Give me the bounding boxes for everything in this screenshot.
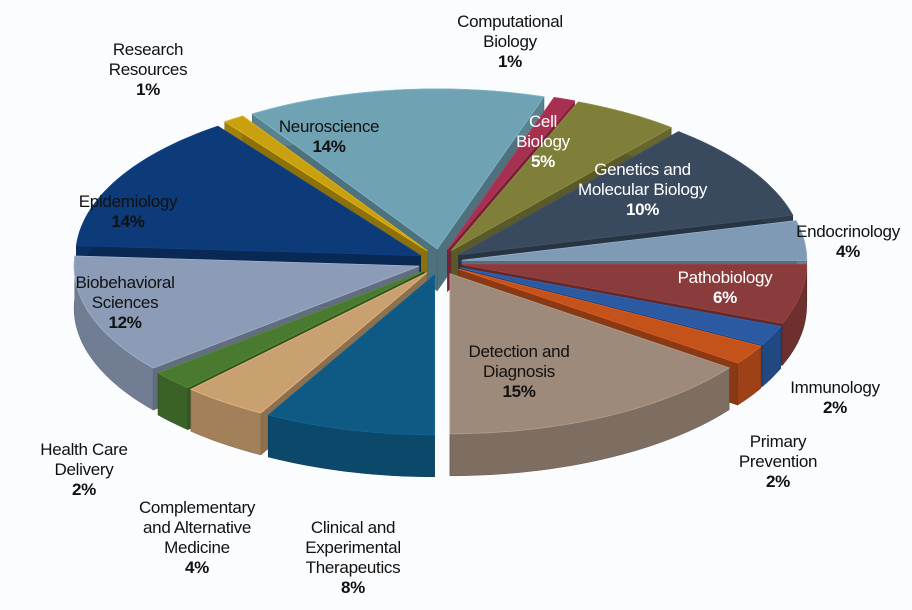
slice <box>73 255 420 369</box>
value-label: 2% <box>766 472 790 491</box>
slice-label: Detection and Diagnosis 15% <box>454 342 584 402</box>
slice <box>251 88 545 250</box>
slice-label: Health Care Delivery 2% <box>29 440 139 500</box>
value-label: 1% <box>136 80 160 99</box>
slice <box>189 272 428 414</box>
slice <box>458 268 762 364</box>
slice-label: Primary Prevention 2% <box>730 432 826 492</box>
category-name: Detection and Diagnosis <box>468 342 570 381</box>
slice-label: Pathobiology 6% <box>660 268 790 308</box>
value-label: 4% <box>185 558 209 577</box>
category-name: Complementary and Alternative Medicine <box>138 498 256 557</box>
slice-label: Epidemiology 14% <box>58 192 198 232</box>
slice-label: Cell Biology 5% <box>508 112 578 172</box>
category-name: Immunology <box>790 378 880 397</box>
value-label: 5% <box>531 152 555 171</box>
slice <box>75 125 423 257</box>
slice <box>461 220 808 261</box>
category-name: Pathobiology <box>677 268 773 287</box>
value-label: 2% <box>823 398 847 417</box>
slice <box>157 270 425 389</box>
value-label: 10% <box>625 200 660 219</box>
value-label: 1% <box>498 52 522 71</box>
category-name: Endocrinology <box>796 222 900 241</box>
slice-label: Neuroscience 14% <box>259 117 399 157</box>
category-name: Primary Prevention <box>738 432 818 471</box>
slice <box>450 101 673 251</box>
slice-label: Immunology 2% <box>775 378 895 418</box>
slice <box>459 267 782 346</box>
value-label: 8% <box>341 578 365 597</box>
slice <box>447 96 576 250</box>
slice-label: Endocrinology 4% <box>778 222 912 262</box>
slice-label: Research Resources 1% <box>100 40 196 100</box>
category-name: Research Resources <box>108 40 188 79</box>
category-name: Health Care Delivery <box>40 440 128 479</box>
slice-label: Genetics and Molecular Biology 10% <box>560 160 725 220</box>
value-label: 15% <box>502 382 536 401</box>
slice <box>223 115 428 252</box>
value-label: 14% <box>111 212 145 231</box>
slice-label: Complementary and Alternative Medicine 4% <box>128 498 266 578</box>
slice <box>458 131 794 256</box>
category-name: Biobehavioral Sciences <box>75 273 175 312</box>
value-label: 2% <box>72 480 96 499</box>
category-name: Genetics and Molecular Biology <box>577 160 708 199</box>
category-name: Clinical and Experimental Therapeutics <box>305 518 401 577</box>
category-name: Cell Biology <box>516 112 570 151</box>
slice <box>267 273 435 436</box>
value-label: 4% <box>836 242 860 261</box>
slice-label: Clinical and Experimental Therapeutics 8% <box>293 518 413 598</box>
value-label: 6% <box>713 288 737 307</box>
value-label: 14% <box>312 137 346 156</box>
slice-label: Computational Biology 1% <box>440 12 580 72</box>
slice-label: Biobehavioral Sciences 12% <box>65 273 185 333</box>
category-name: Neuroscience <box>278 117 380 136</box>
value-label: 12% <box>108 313 142 332</box>
category-name: Computational Biology <box>457 12 563 51</box>
slice <box>449 273 731 435</box>
category-name: Epidemiology <box>78 192 178 211</box>
slice <box>461 264 808 324</box>
